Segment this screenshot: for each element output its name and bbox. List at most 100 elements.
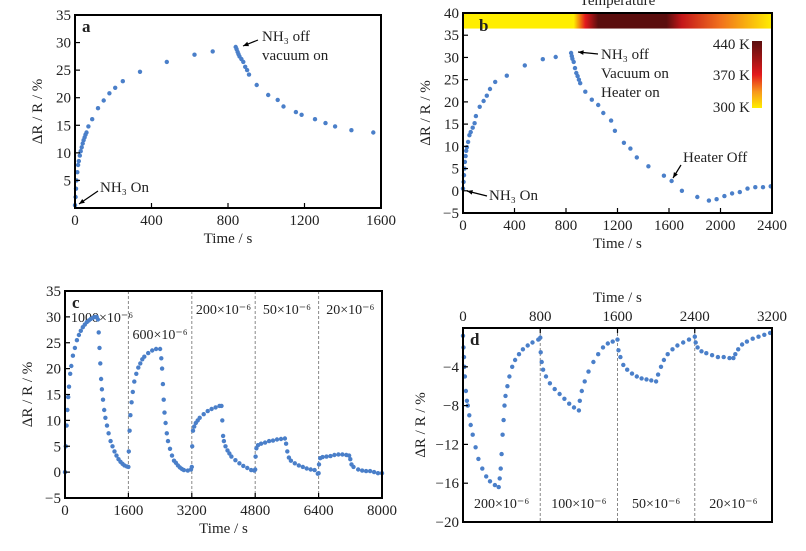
data-point	[468, 422, 473, 428]
data-point	[266, 92, 271, 98]
data-point	[756, 334, 761, 339]
data-point	[233, 458, 238, 463]
data-point	[686, 337, 692, 342]
y-tick-label: 25	[56, 63, 71, 79]
data-point	[669, 178, 674, 184]
annotation-text: Heater Off	[683, 150, 747, 166]
data-point	[90, 117, 95, 122]
data-point	[159, 366, 165, 371]
data-point	[190, 428, 196, 433]
data-point	[583, 89, 588, 94]
data-point	[750, 336, 755, 341]
data-point	[670, 347, 675, 352]
data-point	[150, 348, 155, 353]
x-tick-label: 6400	[304, 503, 334, 519]
data-point	[562, 396, 567, 401]
x-axis-label: Time / s	[204, 231, 253, 247]
data-point	[661, 357, 667, 363]
data-point	[692, 334, 697, 339]
data-point	[288, 458, 294, 463]
y-tick-label: 35	[56, 8, 71, 24]
data-point	[79, 145, 84, 150]
data-point	[323, 120, 328, 126]
annotation-text: Vacuum on	[601, 66, 669, 82]
data-point	[739, 342, 745, 347]
data-point	[540, 367, 546, 372]
data-point	[722, 193, 727, 199]
temperature-bar	[463, 13, 772, 29]
data-point	[484, 474, 489, 479]
x-tick-label: 1600	[113, 503, 143, 519]
y-tick-label: 20	[56, 91, 71, 107]
data-point	[731, 355, 736, 361]
x-tick-label: 1200	[603, 218, 633, 234]
data-point	[681, 340, 686, 345]
data-point	[304, 466, 309, 471]
data-point	[221, 438, 227, 444]
data-point	[729, 191, 735, 196]
data-point	[312, 467, 317, 473]
y-tick-label: 40	[444, 6, 459, 22]
x-tick-label: 800	[555, 218, 578, 234]
data-point	[737, 189, 742, 195]
data-point	[675, 343, 680, 348]
data-point	[492, 482, 498, 488]
data-point	[324, 454, 329, 459]
data-point	[328, 453, 333, 459]
y-tick-label: 25	[444, 73, 459, 89]
data-point	[553, 54, 558, 60]
data-point	[371, 469, 377, 475]
data-point	[275, 97, 280, 103]
x-tick-label: 1600	[603, 309, 633, 325]
data-point	[165, 438, 171, 444]
data-point	[128, 413, 133, 418]
y-axis-label: ΔR / R / %	[418, 80, 434, 146]
data-point	[95, 106, 101, 111]
data-point	[351, 464, 356, 470]
data-point	[136, 365, 141, 370]
y-tick-label: 35	[46, 284, 61, 300]
y-tick-label: 10	[444, 139, 459, 155]
data-point	[578, 81, 583, 86]
data-point	[591, 359, 596, 365]
data-point	[282, 436, 288, 441]
x-tick-label: 3200	[177, 503, 207, 519]
data-point	[510, 364, 515, 369]
data-point	[346, 453, 352, 458]
data-point	[159, 356, 164, 361]
data-point	[715, 354, 721, 360]
data-point	[616, 348, 621, 353]
y-tick-label: 15	[444, 117, 459, 133]
x-tick-label: 3200	[757, 309, 787, 325]
panel-a: 0 400 800 1200 1600 5 10 15 20 25 30 35 Time / s ΔR /…	[30, 8, 396, 247]
data-point	[99, 387, 105, 392]
y-tick-label: 35	[444, 28, 459, 44]
data-point	[262, 440, 268, 445]
data-point	[244, 67, 250, 73]
data-point	[736, 347, 741, 352]
data-point	[169, 453, 175, 458]
data-point	[192, 52, 197, 57]
y-tick-label: −4	[443, 360, 459, 376]
data-point	[308, 467, 313, 472]
data-point	[220, 418, 225, 423]
data-point	[753, 185, 758, 190]
data-point	[538, 350, 543, 355]
data-point	[493, 79, 498, 85]
y-tick-label: 20	[46, 362, 61, 378]
data-point	[120, 79, 126, 84]
y-tick-label: 30	[444, 50, 459, 66]
data-point	[610, 339, 615, 344]
data-point	[190, 444, 195, 449]
data-point	[258, 441, 264, 446]
data-point	[695, 194, 700, 200]
data-point	[367, 468, 373, 474]
data-point	[157, 346, 163, 352]
data-point	[505, 384, 510, 389]
temperature-title: Temperature	[580, 0, 656, 9]
y-tick-label: −8	[443, 399, 459, 415]
data-point	[540, 57, 545, 62]
data-point	[605, 341, 610, 346]
data-point	[98, 376, 104, 382]
y-tick-label: 5	[452, 162, 460, 178]
